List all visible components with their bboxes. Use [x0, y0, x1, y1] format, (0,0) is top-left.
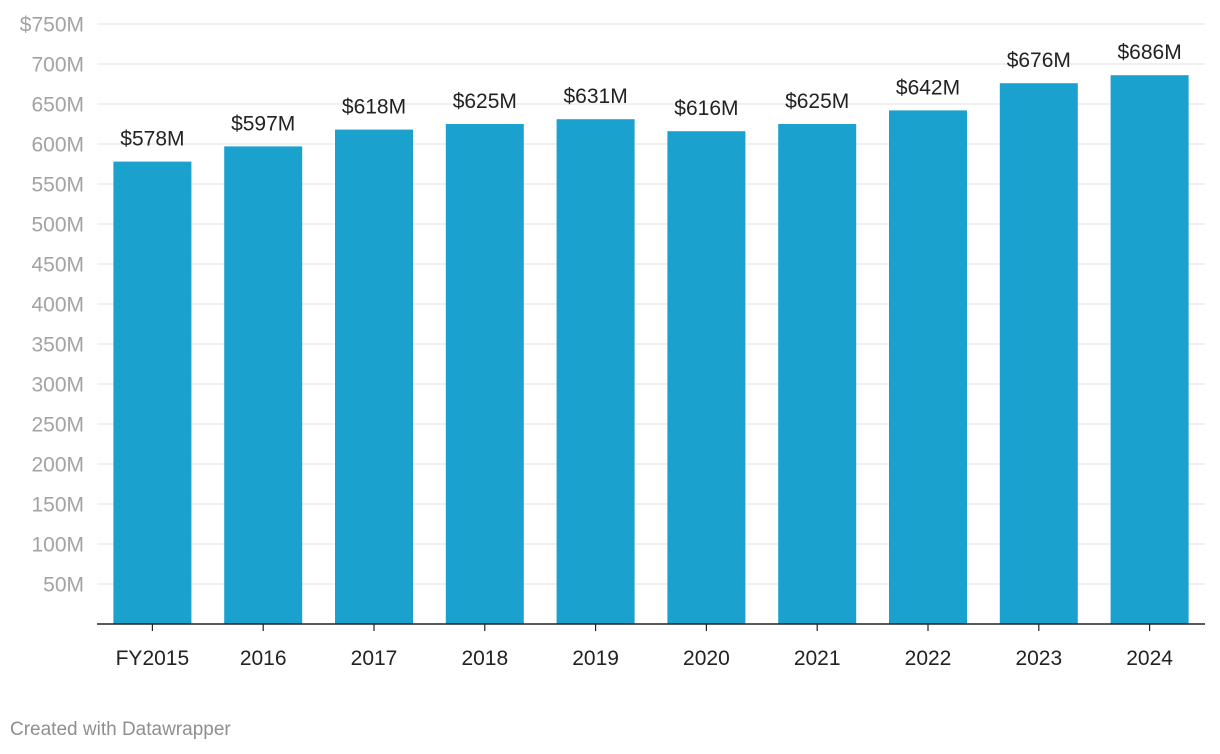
bars: [113, 75, 1189, 624]
y-tick-label: 400M: [31, 294, 84, 317]
data-labels: $578M $597M $618M $625M $631M $616M $625M $642M…: [120, 41, 1181, 150]
x-tick-label: 2017: [351, 647, 398, 670]
bar-value-label: $642M: [896, 76, 960, 99]
x-tick-label: 2021: [794, 647, 841, 670]
y-tick-label: 450M: [31, 254, 84, 277]
bar-value-label: $631M: [563, 85, 627, 108]
bar-value-label: $625M: [785, 90, 849, 113]
bar: [556, 119, 635, 624]
x-tick-label: 2020: [683, 647, 730, 670]
y-tick-label: 50M: [43, 574, 84, 597]
bar-value-label: $597M: [231, 112, 295, 135]
x-tick-label: 2023: [1015, 647, 1062, 670]
bar-chart: 50M 100M 150M 200M 250M 300M 350M 400M 450M 500M 5…: [20, 14, 1205, 670]
x-tick-label: FY2015: [116, 647, 190, 670]
bar-value-label: $618M: [342, 96, 406, 119]
bar: [667, 131, 746, 624]
datawrapper-credit: Created with Datawrapper: [10, 719, 231, 740]
y-tick-label: 100M: [31, 534, 84, 557]
bar: [113, 161, 192, 624]
y-axis-tick-labels: 50M 100M 150M 200M 250M 300M 350M 400M 450M 500M 5…: [20, 14, 84, 597]
y-tick-label: 700M: [31, 54, 84, 77]
y-tick-label: 550M: [31, 174, 84, 197]
bar: [999, 83, 1078, 624]
y-tick-label: 200M: [31, 454, 84, 477]
y-tick-label: 500M: [31, 214, 84, 237]
x-tick-label: 2022: [905, 647, 952, 670]
y-tick-label: 250M: [31, 414, 84, 437]
bar: [1110, 75, 1189, 624]
bar-value-label: $578M: [120, 128, 184, 151]
y-tick-label: 600M: [31, 134, 84, 157]
x-tick-label: 2024: [1126, 647, 1173, 670]
x-axis: FY2015 2016 2017 2018 2019 2020 2021 2022 2023 20…: [97, 623, 1205, 670]
y-tick-label: 350M: [31, 334, 84, 357]
y-tick-label: 650M: [31, 94, 84, 117]
y-tick-label: $750M: [20, 14, 84, 37]
x-tick-label: 2016: [240, 647, 287, 670]
bar-value-label: $625M: [453, 90, 517, 113]
bar-value-label: $686M: [1117, 41, 1181, 64]
bar: [778, 124, 857, 624]
x-tick-label: 2018: [461, 647, 508, 670]
bar: [224, 146, 303, 624]
bar-value-label: $676M: [1007, 49, 1071, 72]
y-tick-label: 300M: [31, 374, 84, 397]
bar: [445, 124, 524, 624]
bar-value-label: $616M: [674, 97, 738, 120]
x-tick-label: 2019: [572, 647, 619, 670]
y-tick-label: 150M: [31, 494, 84, 517]
bar: [889, 110, 967, 624]
bar: [335, 129, 413, 624]
